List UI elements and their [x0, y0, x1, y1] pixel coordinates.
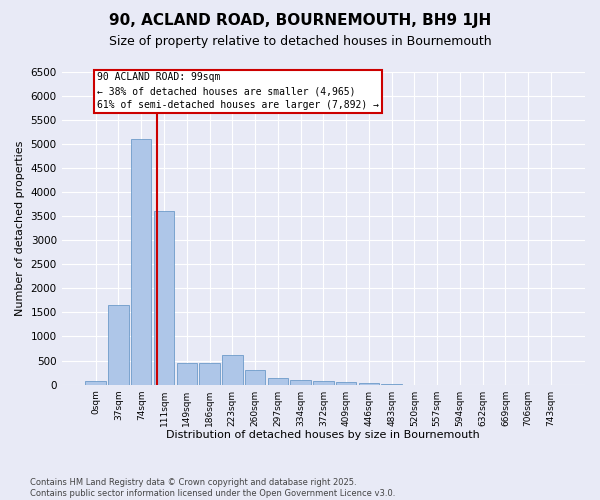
Bar: [313, 381, 334, 384]
Bar: [154, 211, 174, 384]
Bar: [222, 354, 242, 384]
Y-axis label: Number of detached properties: Number of detached properties: [15, 140, 25, 316]
Text: Contains HM Land Registry data © Crown copyright and database right 2025.
Contai: Contains HM Land Registry data © Crown c…: [30, 478, 395, 498]
Bar: [199, 363, 220, 384]
Bar: [268, 378, 288, 384]
Bar: [108, 305, 129, 384]
Bar: [245, 370, 265, 384]
Bar: [176, 363, 197, 384]
Bar: [290, 380, 311, 384]
Text: Size of property relative to detached houses in Bournemouth: Size of property relative to detached ho…: [109, 35, 491, 48]
Bar: [85, 381, 106, 384]
Bar: [336, 382, 356, 384]
Bar: [359, 383, 379, 384]
Bar: [131, 139, 151, 384]
Text: 90 ACLAND ROAD: 99sqm
← 38% of detached houses are smaller (4,965)
61% of semi-d: 90 ACLAND ROAD: 99sqm ← 38% of detached …: [97, 72, 379, 110]
Text: 90, ACLAND ROAD, BOURNEMOUTH, BH9 1JH: 90, ACLAND ROAD, BOURNEMOUTH, BH9 1JH: [109, 12, 491, 28]
X-axis label: Distribution of detached houses by size in Bournemouth: Distribution of detached houses by size …: [166, 430, 480, 440]
